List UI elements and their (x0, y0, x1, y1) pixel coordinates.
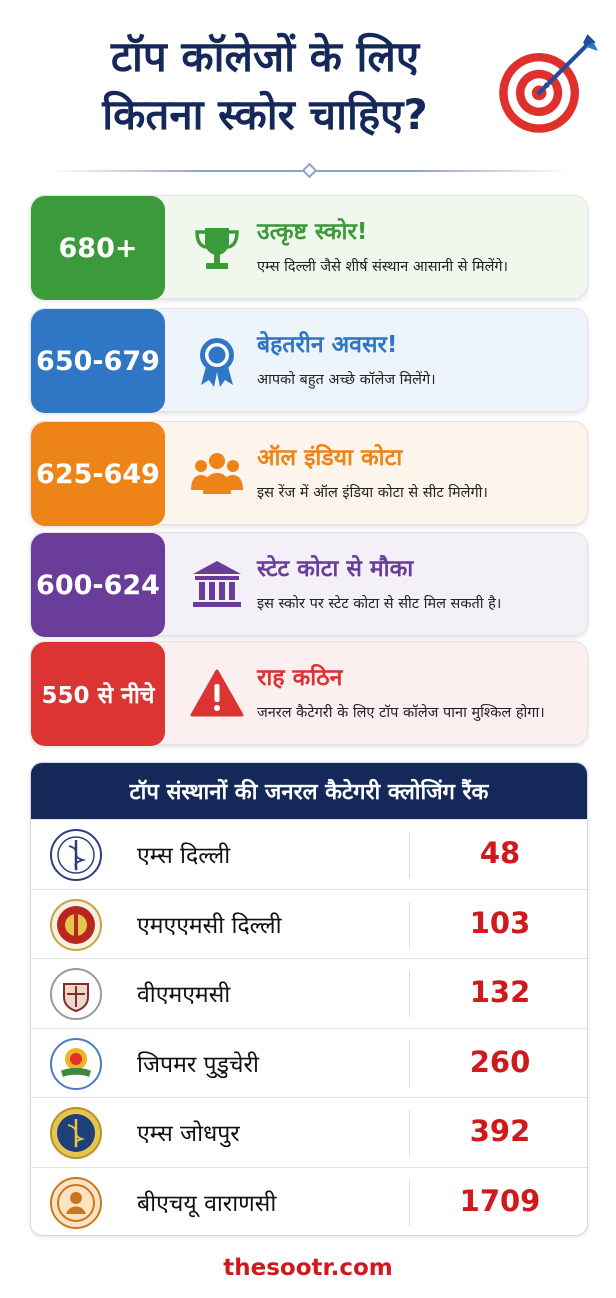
column-divider (409, 1110, 410, 1157)
score-badge: 650-679 (31, 309, 165, 413)
score-badge: 600-624 (31, 533, 165, 637)
trophy-icon (195, 228, 239, 269)
tier-description: इस स्कोर पर स्टेट कोटा से सीट मिल सकती ह… (257, 596, 502, 612)
score-tier-625-649: 625-649 ऑल इंडिया कोटा इस रेंज में ऑल इं… (30, 421, 588, 526)
aiims-delhi-emblem (50, 829, 102, 881)
institute-name: एमएएमसी दिल्ली (137, 912, 282, 939)
tier-heading: उत्कृष्ट स्कोर! (257, 219, 368, 245)
table-row: एम्स जोधपुर 392 (31, 1097, 587, 1167)
score-badge: 680+ (31, 196, 165, 300)
page-title: टॉप कॉलेजों के लिए कितना स्कोर चाहिए? (30, 28, 500, 144)
tier-heading: स्टेट कोटा से मौका (257, 556, 414, 582)
column-divider (409, 832, 410, 878)
target-with-arrow-icon (499, 34, 598, 133)
aiims-jodhpur-emblem (50, 1107, 102, 1160)
tier-heading: ऑल इंडिया कोटा (257, 445, 403, 471)
score-badge: 625-649 (31, 422, 165, 526)
tier-description: इस रेंज में ऑल इंडिया कोटा से सीट मिलेगी… (257, 485, 488, 501)
tier-description: एम्स दिल्ली जैसे शीर्ष संस्थान आसानी से … (257, 259, 509, 275)
tier-description: जनरल कैटेगरी के लिए टॉप कॉलेज पाना मुश्क… (257, 705, 545, 721)
closing-rank-table: टॉप संस्थानों की जनरल कैटेगरी क्लोजिंग र… (30, 762, 588, 1236)
score-badge: 550 से नीचे (31, 642, 165, 746)
mamc-delhi-emblem (50, 898, 102, 951)
score-tier-600-624: 600-624 स्टेट कोटा से मौका इस स्कोर पर स… (30, 532, 588, 637)
footer-site-name[interactable]: thesootr.com (223, 1255, 393, 1281)
institute-name: बीएचयू वाराणसी (137, 1190, 277, 1217)
column-divider (409, 901, 410, 948)
jipmer-emblem (50, 1037, 102, 1090)
closing-rank: 103 (469, 905, 531, 940)
closing-rank: 1709 (459, 1183, 541, 1218)
table-row: वीएमएमसी 132 (31, 958, 587, 1028)
table-row: बीएचयू वाराणसी 1709 (31, 1166, 587, 1235)
tier-heading: राह कठिन (257, 665, 343, 691)
tier-description: आपको बहुत अच्छे कॉलेज मिलेंगे। (257, 372, 436, 388)
bhu-emblem (50, 1176, 102, 1229)
score-tier-680-plus: 680+ उत्कृष्ट स्कोर! एम्स दिल्ली जैसे शी… (30, 195, 588, 300)
government-building-icon (193, 561, 241, 607)
table-row: एमएएमसी दिल्ली 103 (31, 888, 587, 959)
vmmc-emblem (50, 968, 102, 1021)
closing-rank: 260 (469, 1044, 531, 1079)
people-group-icon (191, 453, 243, 494)
tier-heading: बेहतरीन अवसर! (257, 332, 398, 358)
score-tier-650-679: 650-679 बेहतरीन अवसर! आपको बहुत अच्छे कॉ… (30, 308, 588, 413)
divider-ornament (301, 162, 318, 179)
title-line-2: कितना स्कोर चाहिए? (102, 90, 428, 139)
institute-name: वीएमएमसी (137, 982, 231, 1009)
institute-name: जिपमर पुडुचेरी (137, 1051, 259, 1078)
institute-name: एम्स दिल्ली (137, 843, 231, 869)
table-row: एम्स दिल्ली 48 (31, 819, 587, 889)
award-ribbon-icon (200, 338, 234, 387)
column-divider (409, 1179, 410, 1226)
column-divider (409, 971, 410, 1018)
closing-rank: 48 (479, 836, 521, 870)
closing-rank: 392 (469, 1114, 531, 1149)
column-divider (409, 1040, 410, 1087)
title-line-1: टॉप कॉलेजों के लिए (110, 32, 420, 81)
table-row: जिपमर पुडुचेरी 260 (31, 1027, 587, 1098)
closing-rank-heading: टॉप संस्थानों की जनरल कैटेगरी क्लोजिंग र… (31, 763, 587, 819)
warning-icon (190, 669, 244, 717)
closing-rank: 132 (469, 975, 531, 1010)
score-tier-below-550: 550 से नीचे राह कठिन जनरल कैटेगरी के लिए… (30, 641, 588, 746)
institute-name: एम्स जोधपुर (137, 1121, 240, 1148)
